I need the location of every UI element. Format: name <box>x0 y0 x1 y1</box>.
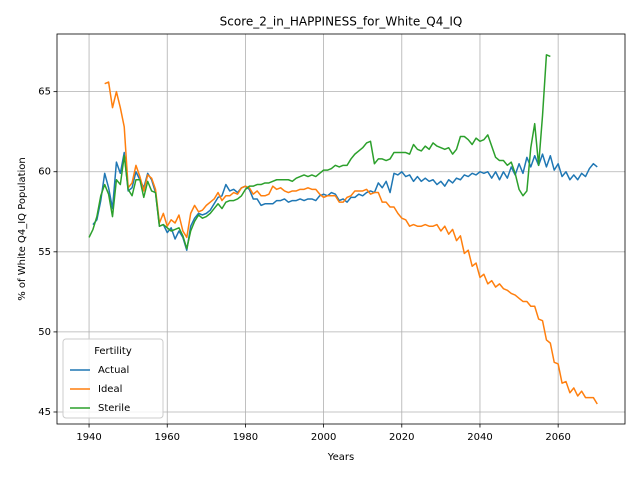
series-line <box>88 54 551 250</box>
x-tick-label: 1960 <box>155 432 180 443</box>
x-tick-label: 1940 <box>76 432 101 443</box>
y-tick-label: 45 <box>38 407 51 418</box>
plot-frame <box>56 33 626 425</box>
legend-box <box>62 338 164 419</box>
chart-title: Score_2_in_HAPPINESS_for_White_Q4_IQ <box>220 15 463 29</box>
legend-label: Actual <box>98 365 129 376</box>
x-tick-label: 1980 <box>233 432 258 443</box>
x-tick-label: 2060 <box>545 432 570 443</box>
x-tick-label: 2020 <box>389 432 414 443</box>
legend-title: Fertility <box>94 346 132 357</box>
y-tick-label: 55 <box>38 247 51 258</box>
y-tick-label: 65 <box>38 87 51 98</box>
y-tick-label: 60 <box>38 167 51 178</box>
series-line <box>104 81 598 405</box>
x-tick-label: 2000 <box>311 432 336 443</box>
x-axis-label: Years <box>327 452 354 463</box>
y-axis-label: % of White Q4_IQ Population <box>17 157 28 301</box>
x-tick-label: 2040 <box>467 432 492 443</box>
legend-label: Sterile <box>98 403 130 414</box>
legend-label: Ideal <box>98 384 122 395</box>
y-tick-label: 50 <box>38 327 51 338</box>
